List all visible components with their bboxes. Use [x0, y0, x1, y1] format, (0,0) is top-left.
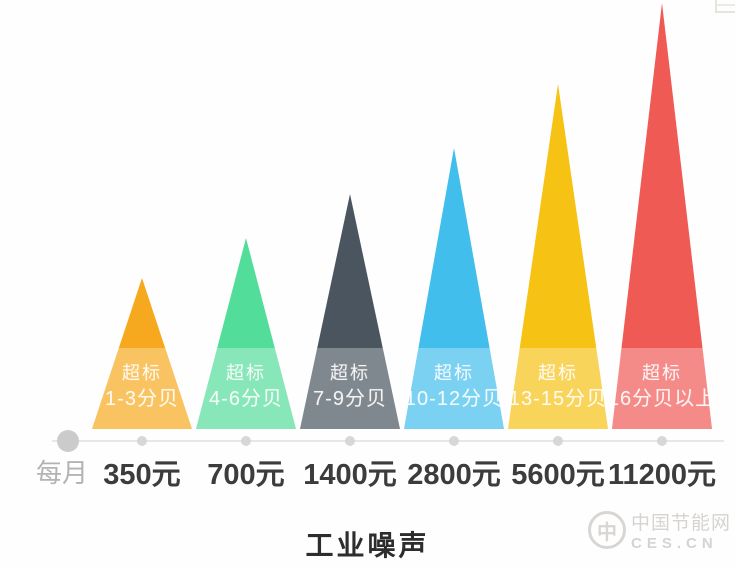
pyramid-band	[196, 348, 296, 429]
fee-value: 11200元	[607, 459, 717, 491]
watermark: 中 中国节能网 CES.CN	[588, 508, 731, 552]
ces-logo-icon: 中	[588, 511, 626, 549]
watermark-site-code: CES.CN	[631, 535, 718, 552]
pyramid-band	[300, 348, 400, 429]
fee-value: 2800元	[407, 459, 501, 491]
pyramid-bar-13-15db	[508, 84, 608, 429]
fee-value: 5600元	[511, 459, 605, 491]
axis-origin-dot	[57, 430, 79, 452]
axis-tick-dot	[345, 436, 355, 446]
watermark-site-name: 中国节能网	[631, 513, 732, 534]
x-axis-line	[52, 440, 724, 442]
fee-value: 1400元	[303, 459, 397, 491]
axis-tick-dot	[449, 436, 459, 446]
corner-artifact-line	[717, 4, 735, 6]
corner-artifact-line	[717, 11, 735, 13]
pyramid-band	[612, 348, 712, 429]
axis-tick-dot	[137, 436, 147, 446]
watermark-text: 中国节能网 CES.CN	[631, 508, 731, 552]
pyramid-band	[508, 348, 608, 429]
axis-tick-dot	[241, 436, 251, 446]
axis-tick-dot	[553, 436, 563, 446]
fee-value: 350元	[103, 459, 181, 491]
pyramid-bar-10-12db	[404, 148, 504, 429]
pyramid-bar-1-3db	[92, 278, 192, 429]
pyramid-band	[404, 348, 504, 429]
corner-artifact	[715, 0, 735, 13]
chart-title: 工业噪声	[305, 530, 430, 561]
pyramid-bar-4-6db	[196, 238, 296, 429]
x-axis-unit-label: 每月	[36, 458, 89, 488]
pyramid-band	[92, 348, 192, 429]
axis-tick-dot	[657, 436, 667, 446]
pyramid-bar-16db	[612, 3, 712, 429]
fee-value: 700元	[207, 459, 285, 491]
pyramid-bar-7-9db	[300, 194, 400, 429]
